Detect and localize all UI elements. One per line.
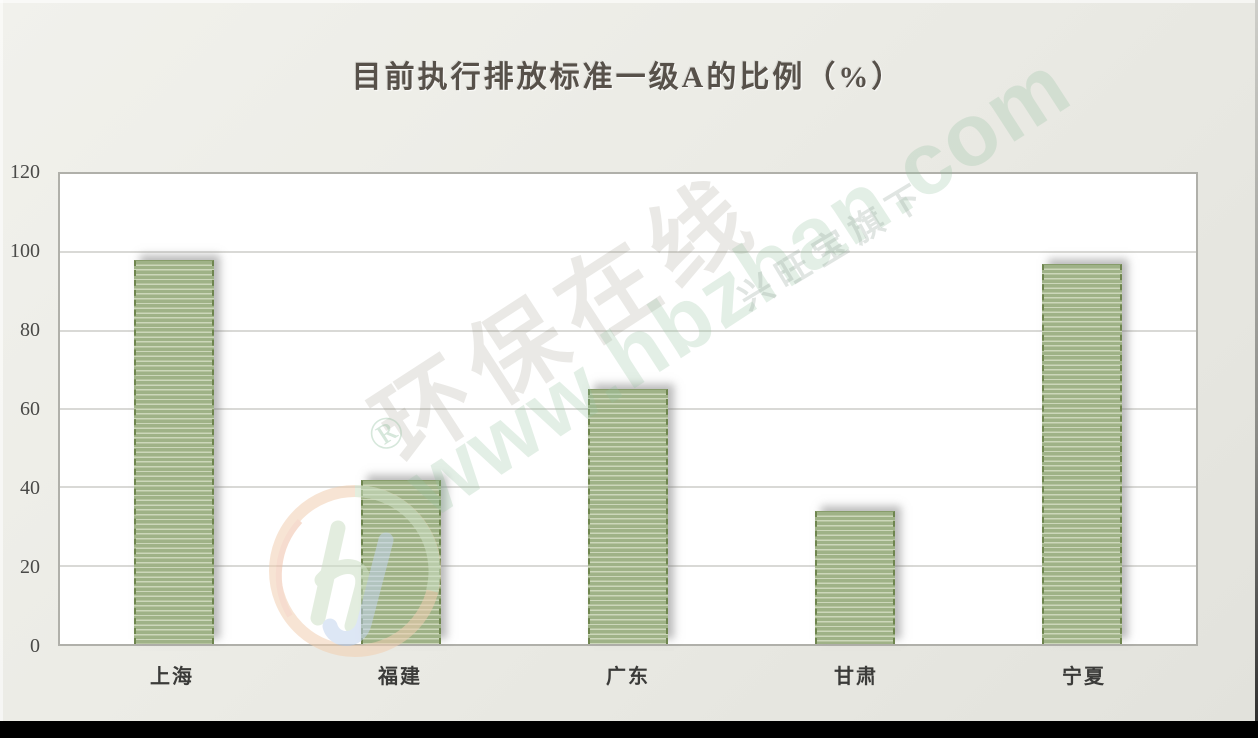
x-axis: 上海 福建 广东 甘肃 宁夏 [58,660,1198,689]
x-axis-label-4: 宁夏 [1062,666,1106,688]
y-axis-tick-label: 0 [30,635,40,657]
right-edge-border [1255,0,1258,738]
y-axis-tick-label: 100 [10,240,40,262]
left-edge-highlight [0,0,3,738]
y-axis-tick-label: 40 [20,477,40,500]
bar-slot-2 [514,174,741,644]
y-axis-tick-label: 80 [20,319,40,342]
hb-circle-logo-icon [269,485,441,657]
gridline [60,251,1196,254]
gridline [60,329,1196,332]
bottom-black-bar [0,721,1258,738]
plot-area [58,172,1198,646]
bar-slot-3 [742,174,969,644]
y-axis: 0 20 40 60 80 100 120 [0,162,48,656]
bar-slot-4 [969,174,1196,644]
x-axis-label-3: 甘肃 [834,666,878,688]
y-axis-tick-label: 120 [10,161,40,183]
x-axis-label-0: 上海 [150,666,194,688]
bar-0 [133,260,214,644]
x-axis-label-2: 广东 [606,666,650,688]
bars-container [60,174,1196,644]
x-axis-label-1: 福建 [378,666,422,688]
bar-slot-0 [60,174,287,644]
top-edge-highlight [0,0,1258,3]
y-axis-tick-label: 60 [20,398,40,420]
bar-2 [588,389,668,644]
bar-3 [815,510,896,644]
bar-4 [1042,264,1123,644]
chart-title: 目前执行排放标准一级A的比例（%） [351,61,905,94]
y-axis-tick-label: 20 [20,556,40,579]
